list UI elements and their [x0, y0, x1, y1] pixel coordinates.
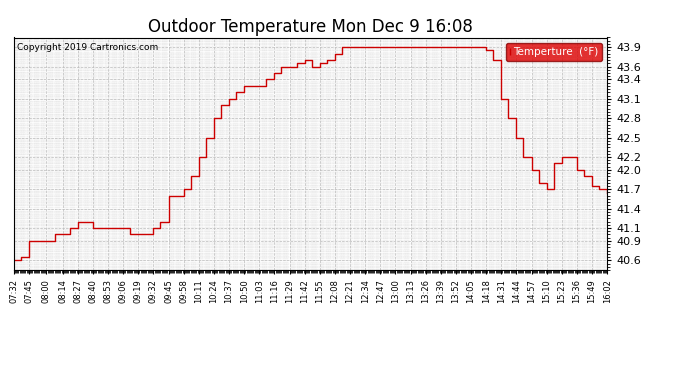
Title: Outdoor Temperature Mon Dec 9 16:08: Outdoor Temperature Mon Dec 9 16:08: [148, 18, 473, 36]
Legend: Temperture  (°F): Temperture (°F): [506, 43, 602, 61]
Text: Copyright 2019 Cartronics.com: Copyright 2019 Cartronics.com: [17, 44, 158, 52]
